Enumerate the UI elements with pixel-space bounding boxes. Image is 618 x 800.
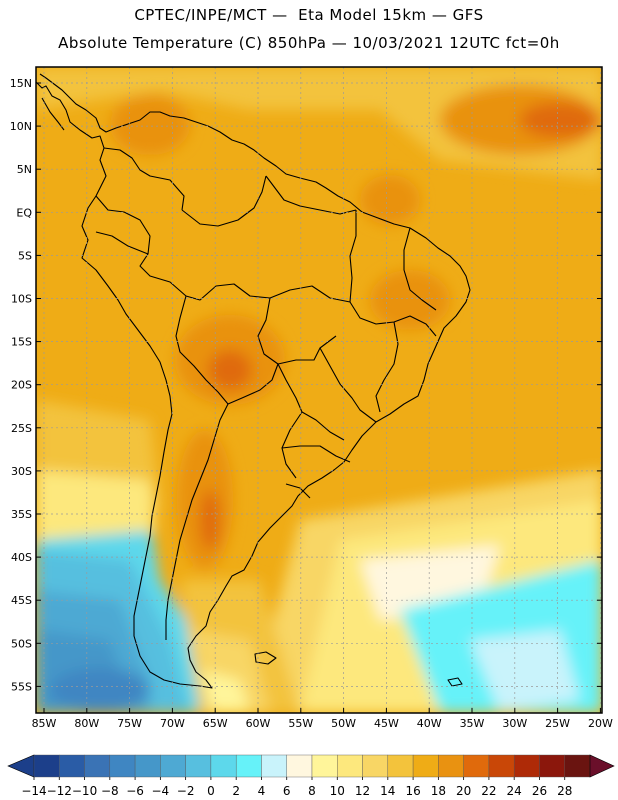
colorbar-swatch <box>109 754 136 778</box>
colorbar-swatch <box>134 754 161 778</box>
coastline <box>36 73 471 689</box>
lat-tick-label: 35S <box>11 508 32 521</box>
colorbar-label: −4 <box>152 784 170 798</box>
colorbar-label: 0 <box>207 784 215 798</box>
map-subtitle: Absolute Temperature (C) 850hPa — 10/03/… <box>58 34 560 52</box>
colorbar-swatch <box>387 754 414 778</box>
lon-tick-label: 75W <box>117 717 142 730</box>
lon-tick-label: 25W <box>545 717 570 730</box>
colorbar-min-arrow <box>7 754 35 778</box>
colorbar-label: 16 <box>405 784 420 798</box>
lat-tick-label: 25S <box>11 422 32 435</box>
colorbar-swatch <box>59 754 85 778</box>
colorbar-swatch <box>362 754 389 778</box>
colorbar-label: 22 <box>481 784 496 798</box>
lon-tick-label: 50W <box>331 717 356 730</box>
lon-tick-label: 35W <box>460 717 485 730</box>
colorbar-swatch <box>33 754 60 778</box>
colorbar-label: 12 <box>355 784 370 798</box>
lon-tick-label: 80W <box>74 717 99 730</box>
colorbar-swatch <box>488 754 515 778</box>
colorbar-max-arrow <box>589 754 615 778</box>
colorbar-label: 14 <box>380 784 395 798</box>
colorbar-swatch <box>286 754 313 778</box>
lon-tick-label: 60W <box>246 717 271 730</box>
lat-tick-label: 20S <box>11 379 32 392</box>
colorbar-label: 10 <box>330 784 345 798</box>
colorbar-swatch <box>463 754 490 778</box>
colorbar-swatch <box>235 754 262 778</box>
lon-tick-label: 30W <box>502 717 527 730</box>
colorbar-swatch <box>539 754 565 778</box>
colorbar-label: −2 <box>177 784 195 798</box>
colorbar-swatch <box>185 754 212 778</box>
colorbar-label: −12 <box>47 784 72 798</box>
colorbar: −14 −12 −10 −8 −6 −4 −2 0 2 4 6 8 10 12 14 16 18 20 22 24 26… <box>7 754 615 798</box>
colorbar-label: 2 <box>232 784 240 798</box>
longitude-axis: 85W 80W 75W 70W 65W 60W 55W 50W 45W 40W 35W 30W 25W 2… <box>32 708 613 730</box>
lat-tick-label: 10N <box>10 120 32 133</box>
colorbar-label: 6 <box>283 784 291 798</box>
lat-tick-label: 40S <box>11 551 32 564</box>
lon-tick-label: 70W <box>160 717 185 730</box>
colorbar-label: −6 <box>126 784 144 798</box>
colorbar-label: 28 <box>557 784 572 798</box>
lat-tick-label: 15S <box>11 336 32 349</box>
lat-tick-label: EQ <box>16 206 32 219</box>
colorbar-swatch <box>84 754 111 778</box>
colorbar-label: −14 <box>21 784 46 798</box>
colorbar-swatch <box>337 754 363 778</box>
lon-tick-label: 40W <box>417 717 442 730</box>
lat-tick-label: 45S <box>11 594 32 607</box>
colorbar-label: −10 <box>72 784 97 798</box>
colorbar-swatch <box>564 754 591 778</box>
lon-tick-label: 55W <box>288 717 313 730</box>
latitude-axis: 15N 10N 5N EQ 5S 10S 15S 20S 25S 30S 35S 40S 45S 50S 5… <box>10 77 602 693</box>
lat-tick-label: 5S <box>18 249 32 262</box>
temperature-field <box>36 67 602 713</box>
lat-tick-label: 10S <box>11 293 32 306</box>
map-frame <box>35 66 603 714</box>
map-title: CPTEC/INPE/MCT — Eta Model 15km — GFS <box>134 6 484 24</box>
colorbar-label: 4 <box>258 784 266 798</box>
colorbar-label: 26 <box>532 784 547 798</box>
lat-tick-label: 5N <box>17 163 32 176</box>
colorbar-swatch <box>311 754 338 778</box>
colorbar-label: 20 <box>456 784 471 798</box>
lat-tick-label: 30S <box>11 465 32 478</box>
colorbar-label: −8 <box>101 784 119 798</box>
colorbar-swatch <box>210 754 237 778</box>
colorbar-swatch <box>412 754 439 778</box>
colorbar-label: 8 <box>308 784 316 798</box>
lat-tick-label: 15N <box>10 77 32 90</box>
lat-tick-label: 55S <box>11 680 32 693</box>
lat-tick-label: 50S <box>11 637 32 650</box>
colorbar-swatch <box>513 754 540 778</box>
colorbar-swatch <box>438 754 464 778</box>
lon-tick-label: 20W <box>588 717 613 730</box>
colorbar-swatch <box>261 754 287 778</box>
graticule <box>36 67 602 713</box>
lon-tick-label: 65W <box>203 717 228 730</box>
colorbar-label: 18 <box>431 784 446 798</box>
lon-tick-label: 45W <box>374 717 399 730</box>
colorbar-swatch <box>160 754 186 778</box>
lon-tick-label: 85W <box>32 717 57 730</box>
colorbar-label: 24 <box>507 784 522 798</box>
